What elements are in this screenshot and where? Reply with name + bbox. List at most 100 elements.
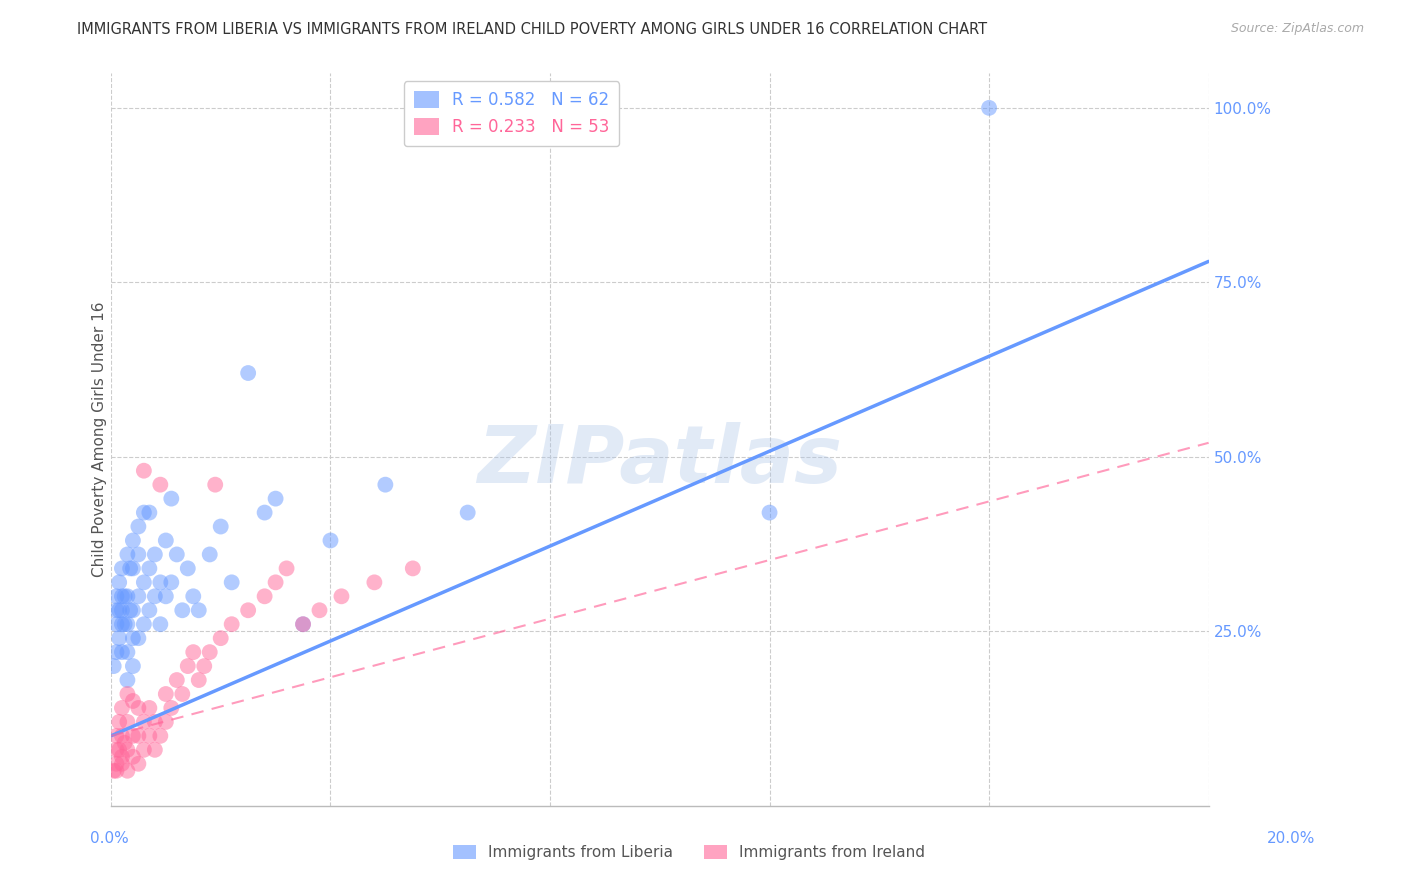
Point — [127, 590, 149, 604]
Point — [187, 673, 209, 687]
Point — [166, 673, 188, 687]
Point — [198, 645, 221, 659]
Point — [977, 101, 1000, 115]
Point — [143, 590, 166, 604]
Point — [132, 464, 155, 478]
Point — [155, 533, 177, 548]
Point — [114, 590, 136, 604]
Point — [127, 631, 149, 645]
Point — [138, 506, 160, 520]
Point — [172, 603, 194, 617]
Y-axis label: Child Poverty Among Girls Under 16: Child Poverty Among Girls Under 16 — [93, 301, 107, 577]
Point — [193, 659, 215, 673]
Point — [111, 617, 134, 632]
Point — [127, 701, 149, 715]
Point — [122, 561, 145, 575]
Point — [166, 548, 188, 562]
Point — [103, 659, 125, 673]
Text: Source: ZipAtlas.com: Source: ZipAtlas.com — [1230, 22, 1364, 36]
Point — [114, 617, 136, 632]
Point — [374, 477, 396, 491]
Point — [264, 491, 287, 506]
Point — [120, 561, 142, 575]
Legend: Immigrants from Liberia, Immigrants from Ireland: Immigrants from Liberia, Immigrants from… — [447, 839, 931, 866]
Point — [127, 548, 149, 562]
Point — [319, 533, 342, 548]
Point — [105, 603, 128, 617]
Point — [276, 561, 298, 575]
Point — [117, 687, 139, 701]
Point — [363, 575, 385, 590]
Point — [122, 729, 145, 743]
Point — [758, 506, 780, 520]
Point — [221, 575, 243, 590]
Point — [160, 701, 183, 715]
Point — [181, 590, 204, 604]
Point — [120, 603, 142, 617]
Point — [108, 631, 131, 645]
Point — [308, 603, 330, 617]
Point — [122, 533, 145, 548]
Point — [181, 645, 204, 659]
Point — [117, 645, 139, 659]
Point — [105, 590, 128, 604]
Point — [117, 617, 139, 632]
Point — [117, 714, 139, 729]
Point — [114, 736, 136, 750]
Point — [143, 548, 166, 562]
Point — [111, 561, 134, 575]
Point — [127, 519, 149, 533]
Point — [105, 617, 128, 632]
Point — [117, 743, 139, 757]
Point — [160, 491, 183, 506]
Point — [236, 366, 259, 380]
Point — [221, 617, 243, 632]
Point — [149, 617, 172, 632]
Point — [111, 749, 134, 764]
Text: 20.0%: 20.0% — [1267, 831, 1315, 847]
Point — [457, 506, 479, 520]
Point — [132, 506, 155, 520]
Point — [138, 729, 160, 743]
Point — [122, 749, 145, 764]
Point — [122, 659, 145, 673]
Point — [108, 714, 131, 729]
Point — [253, 590, 276, 604]
Point — [117, 673, 139, 687]
Point — [155, 687, 177, 701]
Point — [105, 756, 128, 771]
Point — [177, 561, 200, 575]
Point — [111, 645, 134, 659]
Point — [122, 631, 145, 645]
Point — [204, 477, 226, 491]
Point — [149, 477, 172, 491]
Point — [132, 743, 155, 757]
Point — [253, 506, 276, 520]
Point — [108, 743, 131, 757]
Point — [264, 575, 287, 590]
Point — [143, 743, 166, 757]
Point — [117, 548, 139, 562]
Point — [177, 659, 200, 673]
Point — [122, 603, 145, 617]
Text: ZIPatlas: ZIPatlas — [477, 422, 842, 500]
Point — [198, 548, 221, 562]
Legend: R = 0.582   N = 62, R = 0.233   N = 53: R = 0.582 N = 62, R = 0.233 N = 53 — [404, 81, 620, 146]
Point — [103, 764, 125, 778]
Point — [111, 701, 134, 715]
Text: IMMIGRANTS FROM LIBERIA VS IMMIGRANTS FROM IRELAND CHILD POVERTY AMONG GIRLS UND: IMMIGRANTS FROM LIBERIA VS IMMIGRANTS FR… — [77, 22, 987, 37]
Point — [132, 714, 155, 729]
Point — [105, 645, 128, 659]
Point — [122, 694, 145, 708]
Point — [187, 603, 209, 617]
Point — [402, 561, 425, 575]
Point — [292, 617, 315, 632]
Point — [149, 575, 172, 590]
Point — [209, 631, 232, 645]
Point — [111, 729, 134, 743]
Point — [172, 687, 194, 701]
Point — [143, 714, 166, 729]
Point — [117, 590, 139, 604]
Point — [111, 590, 134, 604]
Point — [330, 590, 353, 604]
